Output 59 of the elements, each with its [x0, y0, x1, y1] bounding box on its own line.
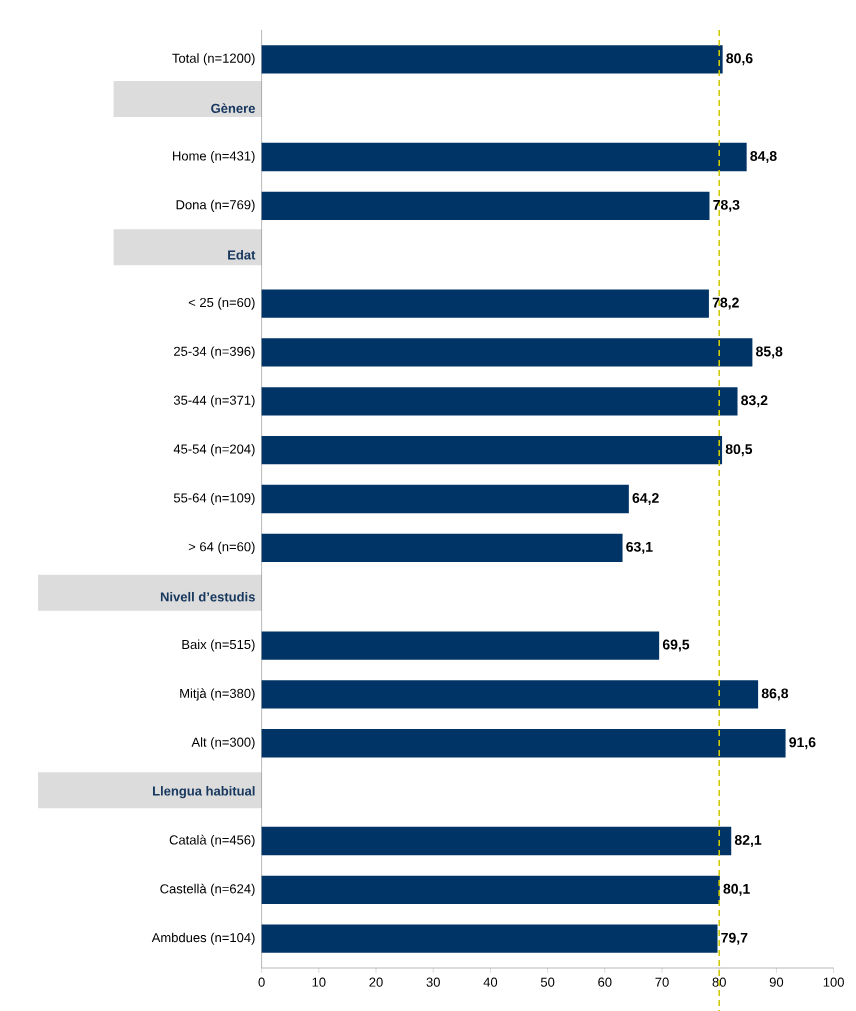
- bar: [261, 875, 720, 905]
- x-tick-label: 50: [541, 977, 555, 987]
- data-label: 63,1: [626, 541, 653, 554]
- x-tick-label: 100: [823, 977, 845, 987]
- bar: [261, 484, 630, 514]
- data-label: 80,6: [726, 53, 753, 66]
- bar: [261, 289, 710, 318]
- y-tick-label: Llengua habitual: [153, 786, 255, 799]
- x-tick-label: 10: [312, 977, 326, 987]
- y-tick-label: Castellà (n=624): [160, 883, 255, 896]
- x-tick-label: 30: [426, 977, 441, 987]
- bar: [261, 680, 759, 709]
- y-tick-label: Català (n=456): [169, 834, 255, 848]
- x-tick-label: 60: [598, 977, 612, 987]
- data-label: 91,6: [789, 737, 816, 750]
- y-tick-label: Dona (n=769): [176, 199, 255, 212]
- bar: [261, 387, 738, 416]
- data-label: 82,1: [735, 835, 762, 847]
- bar: [261, 45, 723, 74]
- y-tick-label: Total (n=1200): [172, 53, 255, 66]
- data-label: 64,2: [632, 493, 659, 505]
- data-label: 84,8: [750, 151, 777, 163]
- bar: [261, 729, 786, 758]
- y-tick-label: 55-64 (n=109): [174, 492, 255, 506]
- y-tick-label: Home (n=431): [173, 150, 255, 164]
- data-label: 85,8: [756, 346, 783, 359]
- bar: [261, 142, 747, 172]
- x-tick-label: 70: [655, 977, 669, 987]
- y-tick-label: 25-34 (n=396): [174, 346, 255, 359]
- data-label: 86,8: [761, 688, 789, 701]
- bar: [261, 631, 660, 660]
- data-label: 78,3: [713, 199, 740, 212]
- bar: [261, 826, 732, 856]
- y-tick-label: > 64 (n=60): [189, 541, 255, 554]
- x-tick-label: 40: [483, 977, 498, 987]
- y-tick-label: < 25 (n=60): [189, 297, 255, 310]
- x-tick-label: 90: [769, 977, 784, 987]
- y-tick-label: Gènere: [211, 103, 256, 113]
- data-label: 69,5: [663, 639, 690, 652]
- y-tick-label: Ambdues (n=104): [151, 932, 255, 945]
- y-tick-label: Edat: [228, 249, 256, 260]
- bar: [261, 533, 623, 563]
- y-tick-label: Nivell d’estudis: [161, 591, 256, 602]
- y-tick-label: Alt (n=300): [191, 737, 255, 750]
- data-label: 80,1: [723, 883, 751, 896]
- data-label: 78,2: [712, 297, 739, 310]
- data-label: 83,2: [741, 395, 768, 408]
- y-tick-label: Baix (n=515): [182, 639, 255, 652]
- x-tick-label: 0: [258, 977, 265, 987]
- bar: [261, 435, 723, 465]
- bar: [261, 191, 710, 221]
- y-tick-label: 35-44 (n=371): [174, 395, 255, 408]
- data-label: 80,5: [725, 444, 753, 457]
- x-tick-label: 20: [369, 977, 383, 987]
- y-tick-label: 45-54 (n=204): [173, 444, 255, 457]
- data-label: 79,7: [721, 932, 748, 945]
- bar: [261, 924, 718, 953]
- bar: [261, 338, 753, 367]
- y-tick-label: Mitjà (n=380): [180, 688, 255, 701]
